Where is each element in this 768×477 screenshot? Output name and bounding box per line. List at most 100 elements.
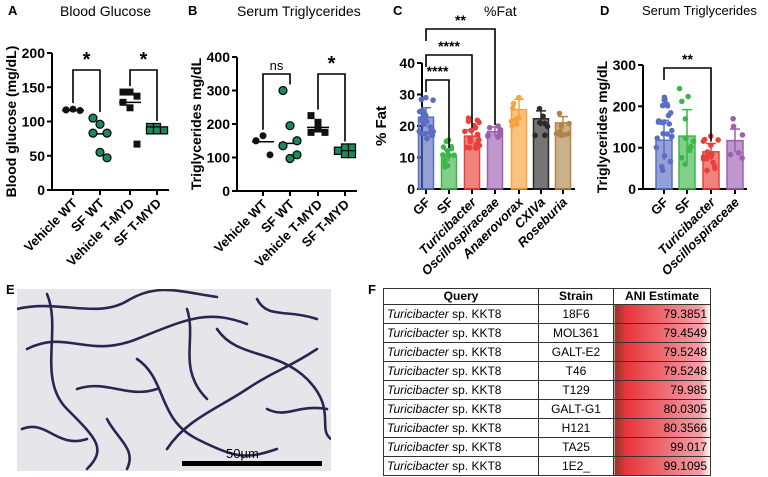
- data-point: [556, 110, 563, 117]
- data-point: [509, 105, 516, 112]
- panel-title-d: Serum Triglycerides: [642, 3, 757, 18]
- table-row: Turicibacter sp. KKT8 GALT-E2 79.5248: [383, 342, 711, 362]
- data-point: [669, 133, 675, 140]
- data-point: [440, 152, 446, 158]
- species-suffix: sp. KKT8: [448, 440, 502, 454]
- strain-cell: H121: [538, 418, 614, 438]
- ani-cell: 79.5248: [613, 342, 711, 362]
- query-cell: Turicibacter sp. KKT8: [383, 323, 539, 343]
- data-point: [88, 128, 98, 138]
- data-point: [152, 126, 162, 135]
- data-point: [704, 149, 711, 155]
- significance-bracket: [262, 73, 291, 130]
- data-point: [666, 121, 673, 127]
- panel-label-a: A: [8, 3, 18, 18]
- data-point: [467, 138, 474, 145]
- data-point: [468, 127, 475, 134]
- data-point: [659, 102, 666, 109]
- data-point: [472, 124, 479, 131]
- data-point: [428, 126, 435, 132]
- data-point: [659, 163, 665, 170]
- data-point: [119, 88, 127, 96]
- data-point: [418, 96, 425, 103]
- data-point: [102, 128, 112, 138]
- data-point: [660, 130, 666, 137]
- ani-cell: 80.3566: [613, 418, 711, 438]
- significance-bracket: [317, 73, 346, 142]
- data-point: [497, 128, 503, 134]
- y-tick-label: 30: [399, 87, 415, 103]
- query-cell: Turicibacter sp. KKT8: [383, 380, 539, 400]
- data-point: [430, 97, 436, 103]
- header-strain: Strain: [538, 288, 614, 305]
- x-tick-label: GF: [410, 194, 433, 217]
- data-point: [307, 128, 315, 136]
- data-point: [420, 113, 427, 119]
- significance-label: ****: [427, 63, 449, 79]
- data-point: [474, 117, 481, 124]
- panel-label-e: E: [6, 282, 15, 297]
- data-point: [133, 92, 141, 100]
- data-point: [423, 94, 429, 101]
- data-point: [285, 153, 295, 164]
- significance-label: **: [682, 51, 693, 67]
- strain-cell: GALT-G1: [538, 399, 614, 419]
- data-point: [688, 143, 694, 150]
- data-point: [558, 122, 564, 129]
- data-point: [700, 138, 707, 145]
- data-point: [420, 121, 427, 127]
- query-cell: Turicibacter sp. KKT8: [383, 342, 539, 362]
- data-point: [429, 132, 436, 139]
- y-axis-label: Blood glucose (mg/dL): [3, 46, 19, 198]
- ani-cell: 99.017: [613, 437, 711, 457]
- y-tick-label: 200: [613, 98, 637, 114]
- y-tick-label: 300: [613, 57, 637, 73]
- y-tick-label: 400: [207, 49, 231, 65]
- data-point: [715, 137, 721, 143]
- data-point: [708, 142, 714, 149]
- strain-cell: T46: [538, 361, 614, 381]
- data-point: [710, 159, 716, 166]
- data-point: [126, 104, 134, 112]
- data-point: [88, 113, 98, 123]
- genus: Turicibacter: [387, 326, 449, 340]
- panel-label-c: C: [393, 3, 403, 18]
- query-cell: Turicibacter sp. KKT8: [383, 361, 539, 381]
- species-suffix: sp. KKT8: [448, 459, 502, 473]
- data-point: [730, 115, 736, 122]
- data-point: [561, 131, 568, 138]
- significance-bracket: [129, 69, 158, 121]
- significance-label: *: [140, 49, 148, 71]
- data-point: [676, 85, 683, 92]
- data-point: [473, 141, 480, 148]
- data-point: [709, 151, 715, 158]
- significance-label: *: [328, 53, 336, 75]
- y-tick-label: 50: [29, 148, 45, 164]
- data-point: [474, 131, 481, 138]
- y-tick-label: 100: [613, 140, 637, 156]
- data-point: [513, 116, 519, 123]
- y-tick-label: 10: [399, 150, 415, 166]
- y-tick-label: 300: [207, 83, 231, 99]
- data-point: [464, 144, 470, 151]
- data-point: [682, 161, 689, 167]
- data-point: [703, 155, 710, 162]
- data-point: [667, 158, 674, 165]
- y-tick-label: 200: [22, 45, 46, 61]
- data-point: [462, 128, 468, 135]
- query-cell: Turicibacter sp. KKT8: [383, 418, 539, 438]
- data-point: [485, 133, 491, 139]
- data-point: [653, 144, 660, 151]
- data-point: [664, 103, 671, 109]
- query-cell: Turicibacter sp. KKT8: [383, 437, 539, 457]
- data-point: [347, 150, 357, 159]
- data-point: [665, 112, 672, 119]
- data-point: [476, 137, 482, 143]
- data-point: [544, 123, 551, 130]
- data-point: [76, 107, 84, 115]
- data-point: [542, 132, 548, 139]
- data-point: [739, 132, 746, 138]
- data-point: [565, 130, 572, 137]
- data-point: [292, 150, 302, 160]
